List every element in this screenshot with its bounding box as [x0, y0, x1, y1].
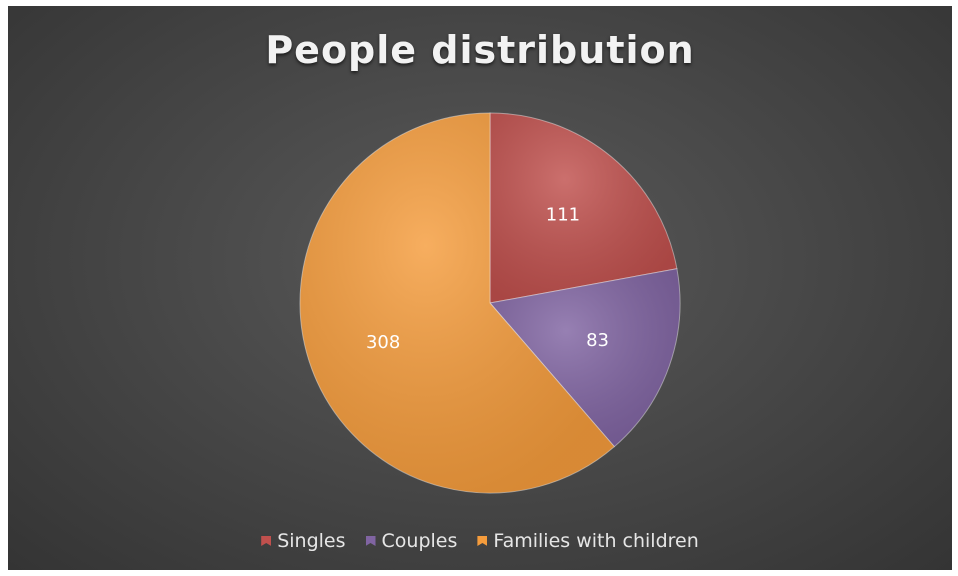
legend-label-singles: Singles: [277, 530, 346, 552]
pie-slice-shading-families: [300, 113, 615, 493]
legend: Singles Couples Families with children: [8, 530, 952, 552]
legend-label-couples: Couples: [381, 530, 458, 552]
legend-item-singles: Singles: [261, 530, 346, 552]
legend-swatch-couples: [365, 536, 376, 546]
chart-title: People distribution: [265, 28, 695, 72]
legend-swatch-singles: [261, 536, 272, 546]
chart-area: People distribution 111 83 308 Singles Cou…: [8, 6, 952, 570]
data-label-couples: 83: [586, 330, 609, 351]
legend-item-couples: Couples: [365, 530, 458, 552]
legend-swatch-families: [477, 536, 488, 546]
pie-chart: 111 83 308: [299, 112, 681, 494]
data-label-families: 308: [366, 332, 400, 353]
pie-slice-shading-couples: [490, 268, 680, 447]
pie-slice-shading-singles: [490, 113, 677, 303]
legend-item-families: Families with children: [477, 530, 699, 552]
data-label-singles: 111: [546, 204, 580, 225]
legend-label-families: Families with children: [493, 530, 699, 552]
